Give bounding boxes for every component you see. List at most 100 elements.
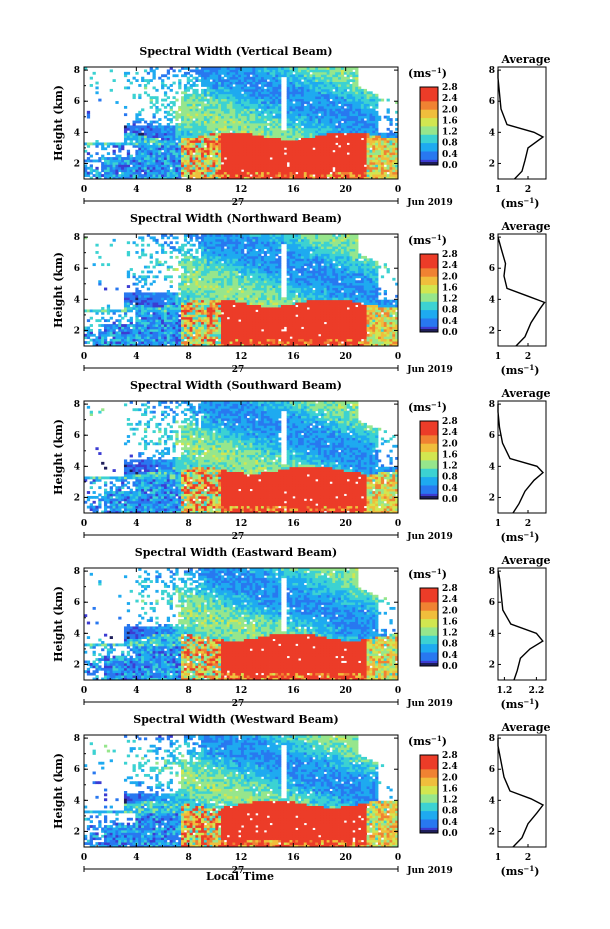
heatmap-cell [300,132,305,136]
heatmap-cell [380,137,385,141]
heatmap-cell [198,292,202,296]
heatmap-cell [166,103,171,107]
heatmap-cell [266,123,270,126]
heatmap-cell [218,67,222,70]
heatmap-cell [123,331,128,335]
heatmap-cell [201,91,205,95]
heatmap-cell [252,120,256,124]
heatmap-cell [258,118,262,121]
heatmap-cell [123,71,128,75]
heatmap-cell [306,135,310,138]
heatmap-cell [152,343,156,347]
heatmap-cell [206,157,210,160]
heatmap-cell [175,161,179,165]
heatmap-cell [175,321,179,325]
heatmap-cell [158,292,162,296]
heatmap-cell [380,164,385,168]
heatmap-cell [146,93,151,97]
heatmap-cell [215,84,219,87]
heatmap-cell [272,123,276,126]
heatmap-cell [201,280,205,284]
heatmap-cell [84,236,88,240]
heatmap-cell [303,96,308,100]
heatmap-cell [246,142,250,146]
heatmap-cell [289,118,293,121]
heatmap-cell [349,152,353,156]
heatmap-cell [278,132,282,136]
heatmap-cell [163,277,168,281]
heatmap-cell [158,316,162,320]
heatmap-cell [315,152,319,156]
heatmap-cell [340,96,345,100]
heatmap-cell [395,137,399,141]
heatmap-cell [283,174,288,177]
heatmap-cell [155,67,159,70]
heatmap-cell [146,316,151,320]
heatmap-cell [123,314,128,318]
heatmap-cell [232,105,236,109]
heatmap-cell [315,127,319,131]
heatmap-cell [289,81,293,85]
heatmap-cell [161,304,165,308]
heatmap-cell [161,174,165,177]
heatmap-cell [95,174,99,177]
heatmap-cell [198,285,202,288]
heatmap-cell [203,110,208,114]
heatmap-cell [389,140,393,143]
heatmap-cell [195,265,199,269]
heatmap-cell [198,98,202,102]
heatmap-cell [175,292,179,296]
heatmap-cell [198,140,202,143]
heatmap-cell [295,157,299,160]
heatmap-cell [340,125,345,129]
heatmap-cell [138,142,142,146]
heatmap-cell [218,69,222,73]
heatmap-cell [312,74,316,78]
heatmap-cell [392,169,396,173]
heatmap-cell [263,166,268,170]
heatmap-cell [89,142,93,146]
heatmap-cell [275,137,279,141]
heatmap-cell [340,123,345,126]
heatmap-cell [306,86,310,90]
heatmap-cell [352,113,356,117]
heatmap-cell [389,144,393,148]
heatmap-cell [129,292,133,296]
heatmap-cell [209,120,213,124]
heatmap-cell [266,71,270,75]
heatmap-cell [221,137,225,141]
heatmap-cell [189,297,193,301]
heatmap-cell [258,166,262,170]
heatmap-cell [192,299,196,303]
heatmap-cell [340,152,345,156]
heatmap-cell [269,103,273,107]
heatmap-cell [286,123,290,126]
heatmap-cell [249,125,253,129]
heatmap-cell [212,103,216,107]
heatmap-cell [143,309,148,313]
heatmap-cell [186,132,191,136]
heatmap-cell [269,125,273,129]
heatmap-cell [175,152,179,156]
heatmap-cell [152,127,156,131]
heatmap-cell [161,299,165,303]
heatmap-cell [326,110,330,114]
heatmap-cell [203,159,208,163]
heatmap-cell [263,171,268,175]
heatmap-cell [343,154,348,158]
heatmap-cell [318,154,322,158]
heatmap-cell [266,169,270,173]
heatmap-cell [329,71,333,75]
heatmap-cell [275,103,279,107]
heatmap-cell [186,287,191,291]
heatmap-cell [115,169,119,173]
heatmap-cell [186,321,191,325]
heatmap-cell [332,140,336,143]
heatmap-cell [221,118,225,121]
heatmap-cell [338,166,342,170]
heatmap-cell [283,164,288,168]
heatmap-cell [175,174,179,177]
heatmap-cell [175,309,179,313]
heatmap-cell [203,88,208,92]
heatmap-cell [183,88,188,92]
